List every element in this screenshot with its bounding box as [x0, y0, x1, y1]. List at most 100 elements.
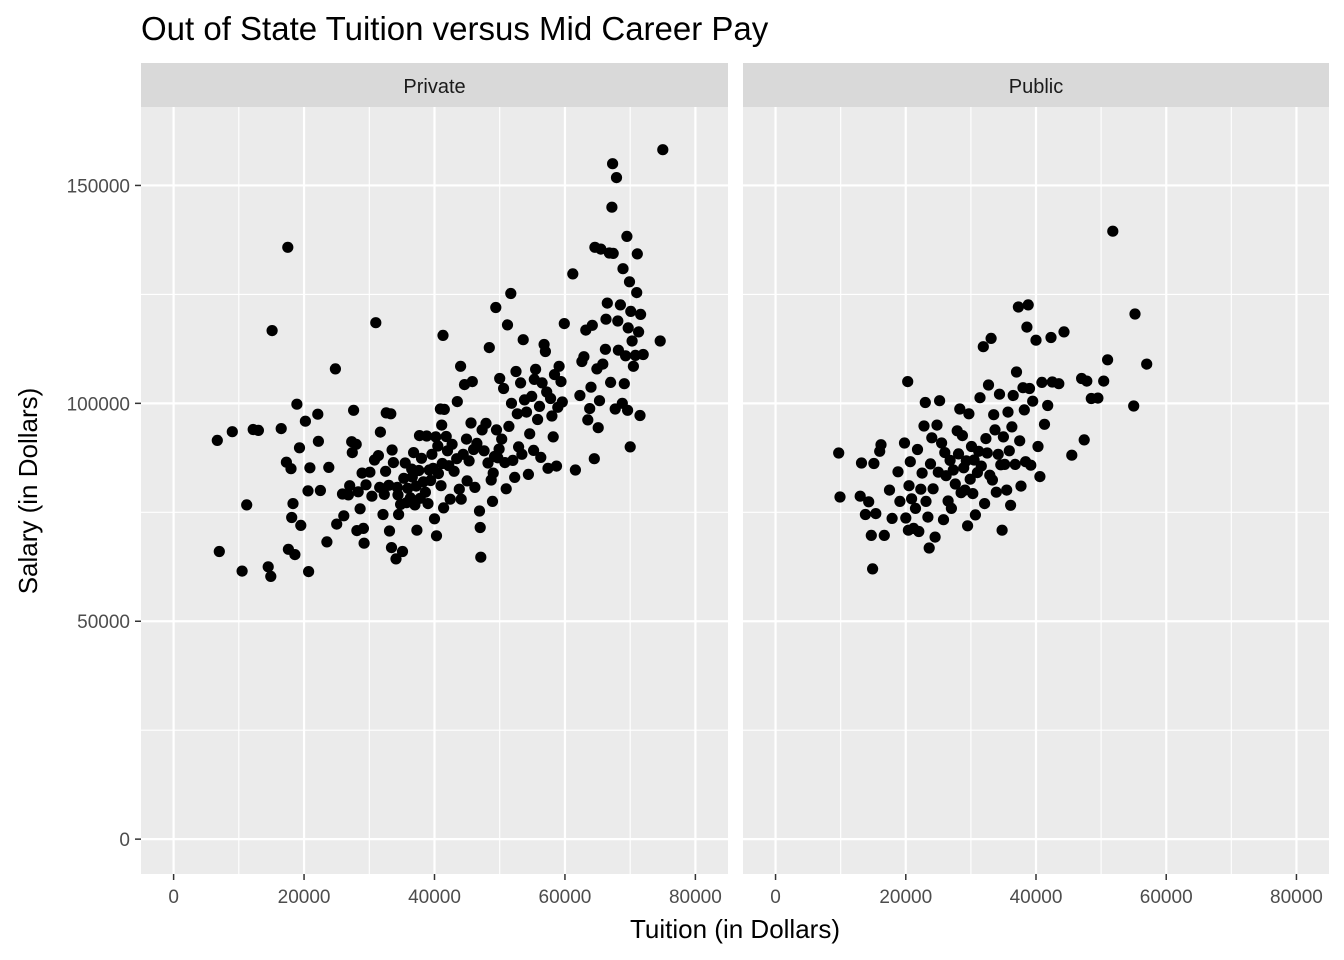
data-point [500, 483, 512, 495]
data-point [936, 437, 948, 449]
data-point [354, 503, 366, 515]
data-point [422, 498, 434, 510]
data-point [631, 248, 643, 260]
data-point [469, 481, 481, 493]
data-point [989, 424, 1001, 436]
x-tick-label: 40000 [1010, 887, 1063, 908]
data-point [265, 570, 277, 583]
data-point [916, 467, 928, 479]
data-point [386, 444, 398, 456]
data-point [967, 488, 979, 500]
data-point [986, 474, 999, 486]
data-point [927, 483, 939, 495]
data-point [483, 342, 495, 354]
data-point [275, 423, 287, 435]
data-point [213, 545, 225, 558]
data-point [480, 417, 492, 429]
data-point [578, 351, 590, 363]
data-point [1025, 459, 1037, 471]
data-point [438, 502, 450, 514]
data-point [606, 201, 618, 213]
data-point [437, 329, 449, 341]
data-point [586, 319, 598, 331]
x-tick-label: 60000 [539, 887, 592, 908]
data-point [501, 319, 514, 331]
data-point [440, 430, 452, 443]
data-point [370, 317, 382, 329]
data-point [903, 480, 915, 492]
data-point [1006, 421, 1018, 433]
data-point [870, 507, 882, 520]
data-point [532, 413, 544, 426]
data-point [1010, 366, 1023, 378]
data-point [1036, 376, 1048, 388]
data-point [1002, 406, 1014, 418]
facet-strip [743, 63, 1329, 107]
data-point [990, 486, 1002, 498]
data-point [582, 414, 594, 426]
data-point [546, 410, 558, 422]
data-point [623, 276, 636, 288]
data-point [426, 448, 438, 460]
data-point [904, 456, 916, 468]
data-point [236, 565, 248, 577]
data-point [398, 472, 410, 484]
data-point [378, 488, 390, 500]
data-point [1005, 499, 1017, 511]
data-point [1038, 418, 1051, 430]
data-point [855, 457, 868, 469]
data-point [392, 489, 404, 501]
data-point [974, 392, 986, 404]
data-point [1007, 389, 1019, 402]
data-point [455, 360, 467, 372]
data-point [432, 440, 444, 452]
data-point [304, 462, 316, 474]
data-point [503, 420, 515, 432]
data-point [999, 458, 1011, 470]
data-point [924, 458, 937, 470]
data-point [637, 348, 649, 361]
data-point [331, 518, 343, 530]
data-point [607, 247, 619, 259]
x-tick-label: 20000 [278, 887, 331, 908]
data-point [478, 445, 490, 457]
data-point [1027, 395, 1039, 407]
data-point [505, 397, 518, 409]
data-point [886, 512, 898, 525]
data-point [997, 431, 1010, 443]
data-point [526, 390, 538, 402]
data-point [487, 467, 499, 479]
data-point [507, 454, 519, 466]
data-point [567, 268, 579, 280]
data-point [460, 433, 473, 445]
data-point [358, 537, 370, 549]
data-point [226, 426, 238, 438]
data-point [952, 448, 965, 460]
data-point [411, 524, 423, 536]
data-point [435, 480, 447, 492]
data-point [542, 462, 554, 474]
data-point [515, 377, 527, 389]
data-point [569, 464, 582, 476]
data-point [926, 432, 938, 444]
data-point [945, 502, 958, 514]
data-point [1058, 326, 1070, 338]
data-point [1023, 382, 1036, 395]
data-point [475, 551, 487, 563]
data-point [463, 455, 475, 467]
x-tick-label: 40000 [408, 887, 461, 908]
data-point [610, 172, 623, 184]
data-point [377, 508, 389, 521]
data-point [599, 343, 612, 355]
data-point [1018, 404, 1030, 416]
data-point [956, 430, 969, 442]
data-point [1045, 331, 1057, 344]
data-point [612, 315, 624, 327]
data-point [352, 486, 364, 498]
data-point [1066, 449, 1078, 461]
data-point [992, 448, 1004, 460]
data-point [393, 508, 405, 521]
data-point [346, 447, 358, 459]
data-point [380, 465, 392, 477]
